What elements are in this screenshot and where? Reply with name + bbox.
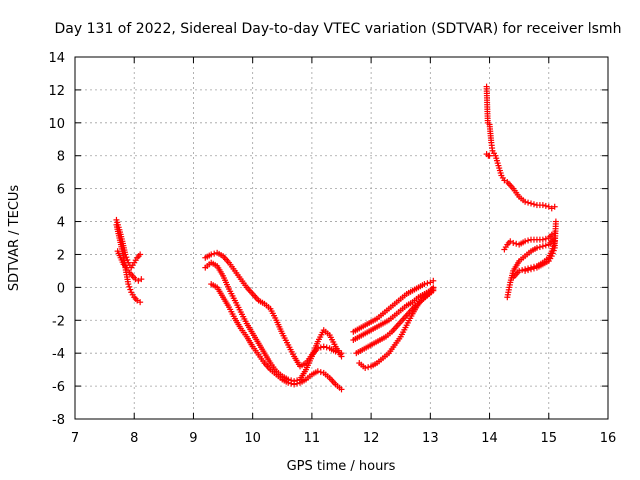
y-tick-label: -6 xyxy=(52,380,65,395)
data-point xyxy=(127,286,134,293)
y-tick-label: 10 xyxy=(48,117,65,132)
x-axis-label: GPS time / hours xyxy=(287,459,396,474)
y-tick-label: -4 xyxy=(52,347,65,362)
data-point xyxy=(542,242,549,249)
x-tick-label: 9 xyxy=(189,431,197,446)
y-tick-label: 12 xyxy=(48,84,65,99)
data-point xyxy=(549,250,556,257)
series-track-b2 xyxy=(202,259,345,385)
data-point xyxy=(430,286,437,293)
plot-frame xyxy=(74,56,609,420)
data-point xyxy=(123,254,130,261)
data-point xyxy=(525,237,532,244)
data-point xyxy=(208,251,215,258)
data-point xyxy=(338,386,345,393)
data-point xyxy=(424,280,431,287)
data-point xyxy=(551,203,558,210)
data-point xyxy=(314,368,321,375)
data-point xyxy=(522,267,529,274)
data-point xyxy=(294,380,301,387)
data-point xyxy=(320,343,327,350)
data-point xyxy=(338,353,345,360)
series-track-d3 xyxy=(501,230,558,253)
data-point xyxy=(516,267,523,274)
data-point xyxy=(522,238,529,245)
data-point xyxy=(542,202,549,209)
x-tick-label: 13 xyxy=(422,431,439,446)
data-point xyxy=(525,199,532,206)
data-point xyxy=(548,253,555,260)
x-tick-label: 8 xyxy=(130,431,138,446)
data-point xyxy=(137,251,144,258)
data-point xyxy=(137,299,144,306)
y-tick-label: -2 xyxy=(52,314,65,329)
chart-title: Day 131 of 2022, Sidereal Day-to-day VTE… xyxy=(55,21,622,37)
data-point xyxy=(285,379,292,386)
y-tick-label: 0 xyxy=(57,281,65,296)
data-point xyxy=(317,369,324,376)
data-point xyxy=(552,218,559,225)
data-point xyxy=(528,200,535,207)
data-point xyxy=(125,281,132,288)
data-point xyxy=(530,201,537,208)
series-track-b1 xyxy=(202,249,345,370)
y-tick-label: 8 xyxy=(57,150,65,165)
series-track-d2 xyxy=(483,151,493,159)
y-tick-label: 6 xyxy=(57,183,65,198)
data-point xyxy=(510,239,517,246)
x-tick-label: 11 xyxy=(304,431,321,446)
data-point xyxy=(126,283,133,290)
data-point xyxy=(430,277,437,284)
data-point xyxy=(365,364,372,371)
x-tick-label: 10 xyxy=(244,431,261,446)
series-track-b3 xyxy=(208,281,345,393)
data-point xyxy=(421,281,428,288)
data-point xyxy=(124,256,131,263)
x-tick-label: 15 xyxy=(541,431,558,446)
series-track-a2 xyxy=(113,221,144,306)
data-point xyxy=(525,267,532,274)
x-axis-ticks: 7 8 9 10 11 12 13 14 15 16 xyxy=(71,57,616,446)
y-tick-label: -8 xyxy=(52,413,65,428)
data-point xyxy=(288,380,295,387)
y-axis-ticks: -8 -6 -4 -2 0 2 4 6 8 10 12 14 xyxy=(48,51,608,428)
series-track-c2 xyxy=(350,284,437,344)
data-point xyxy=(291,381,298,388)
data-point xyxy=(138,276,145,283)
data-point xyxy=(519,267,526,274)
y-tick-label: 14 xyxy=(48,51,65,66)
series-track-c4 xyxy=(356,286,437,371)
data-point xyxy=(486,152,493,159)
data-point xyxy=(539,202,546,209)
data-point xyxy=(539,243,546,250)
data-point xyxy=(550,247,557,254)
data-point xyxy=(522,198,529,205)
data-point xyxy=(536,244,543,251)
x-tick-label: 12 xyxy=(363,431,380,446)
data-points xyxy=(113,83,559,393)
data-point xyxy=(539,236,546,243)
y-tick-label: 4 xyxy=(57,216,65,231)
data-point xyxy=(362,364,369,371)
series-track-d6 xyxy=(522,218,559,274)
y-axis-label: SDTVAR / TECUs xyxy=(7,185,22,292)
data-point xyxy=(533,244,540,251)
data-point xyxy=(323,344,330,351)
data-point xyxy=(542,235,549,242)
data-point xyxy=(528,266,535,273)
series-track-a3 xyxy=(114,248,145,284)
data-point xyxy=(530,265,537,272)
y-tick-label: 2 xyxy=(57,248,65,263)
data-point xyxy=(317,344,324,351)
x-tick-label: 16 xyxy=(600,431,617,446)
x-tick-label: 14 xyxy=(481,431,498,446)
series-track-c1 xyxy=(350,277,437,335)
series-track-d1 xyxy=(483,83,558,212)
x-tick-label: 7 xyxy=(71,431,79,446)
